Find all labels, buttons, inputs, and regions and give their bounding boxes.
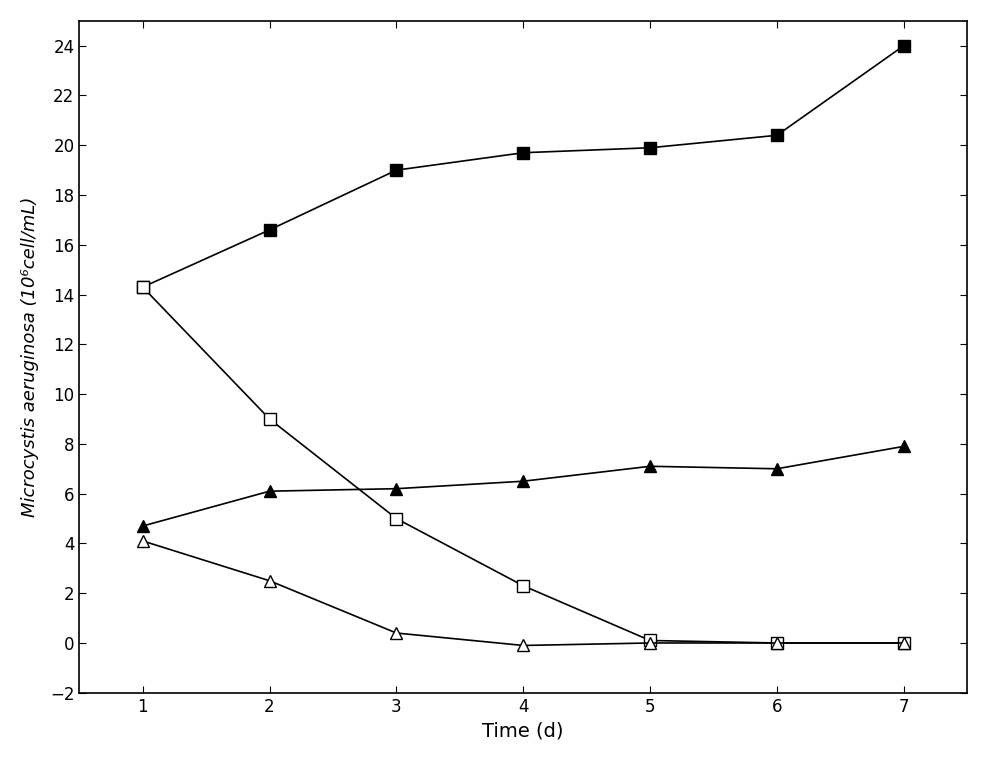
Y-axis label: Microcystis aeruginosa (10⁶cell/mL): Microcystis aeruginosa (10⁶cell/mL) <box>21 196 39 517</box>
X-axis label: Time (d): Time (d) <box>482 721 564 740</box>
